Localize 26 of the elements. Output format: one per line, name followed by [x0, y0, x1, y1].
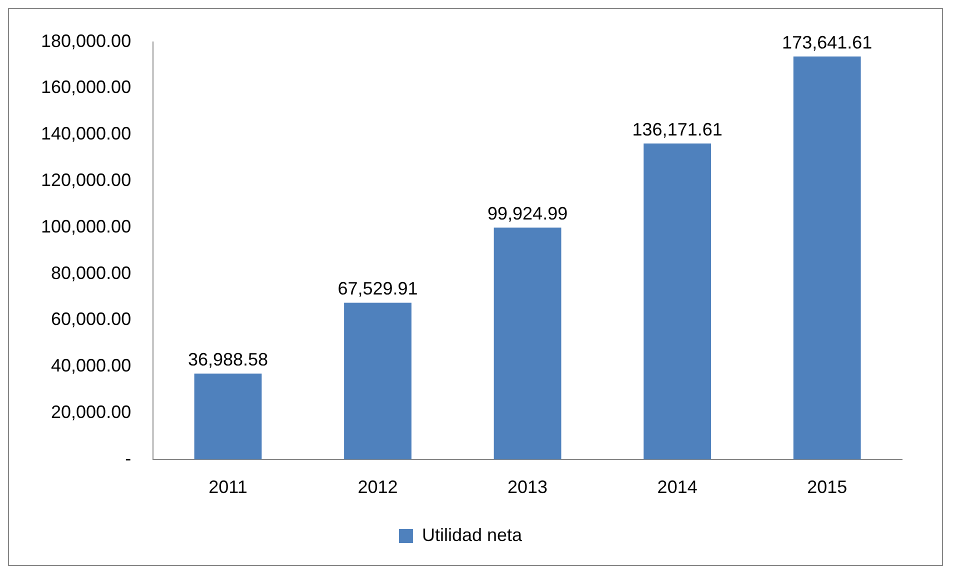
data-label: 136,171.61	[632, 119, 722, 140]
y-tick-label: 180,000.00	[40, 30, 132, 51]
x-tick-label: 2013	[508, 477, 548, 498]
x-tick-label: 2014	[657, 477, 698, 498]
x-tick-label: 2011	[208, 477, 248, 498]
y-tick-label: 60,000.00	[51, 309, 132, 330]
bar	[793, 56, 861, 460]
x-tick-label: 2015	[807, 477, 848, 498]
data-label: 173,641.61	[782, 32, 872, 53]
bar	[194, 374, 262, 460]
y-tick-label: 80,000.00	[51, 262, 132, 283]
bar	[344, 302, 412, 460]
data-label: 67,529.91	[338, 278, 418, 299]
y-tick-label: 100,000.00	[40, 216, 132, 236]
y-tick-label: 160,000.00	[40, 77, 132, 98]
bar	[644, 143, 712, 460]
x-tick-label: 2012	[358, 477, 398, 498]
data-label: 36,988.58	[188, 350, 268, 370]
legend-label: Utilidad neta	[422, 524, 524, 545]
y-tick-label: 140,000.00	[40, 124, 132, 144]
bar	[494, 228, 562, 460]
y-tick-label: 20,000.00	[51, 402, 132, 422]
data-label: 99,924.99	[488, 204, 568, 224]
y-tick-label: -	[125, 448, 132, 468]
y-tick-label: 120,000.00	[40, 170, 132, 190]
y-tick-label: 40,000.00	[51, 356, 132, 376]
